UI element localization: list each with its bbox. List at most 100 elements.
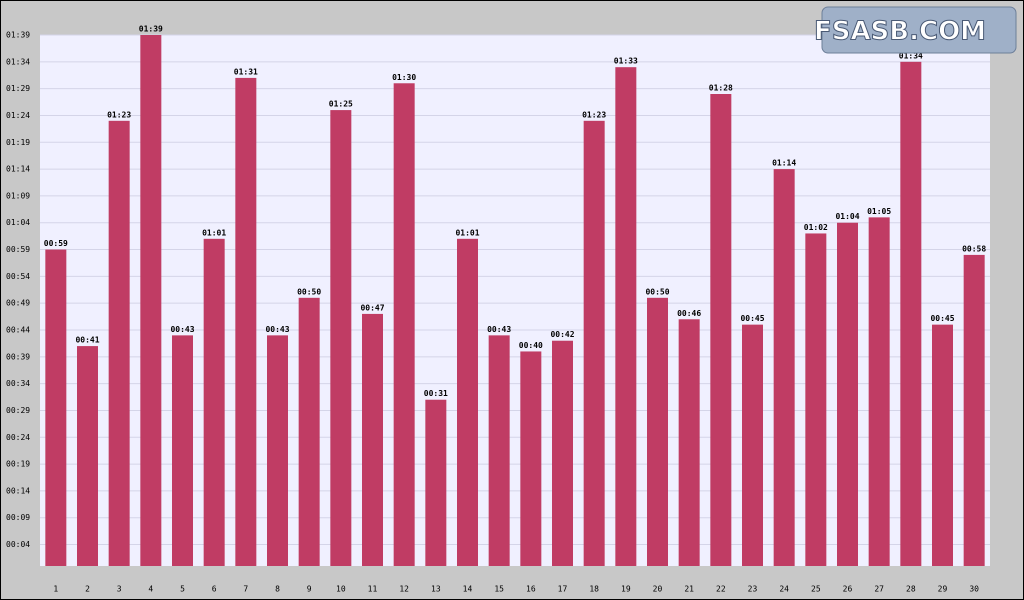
plot-area <box>40 35 990 566</box>
value-label: 00:43 <box>265 325 289 334</box>
bar <box>457 238 478 566</box>
bar <box>203 238 225 566</box>
x-tick-label: 14 <box>463 585 473 594</box>
x-tick-label: 5 <box>180 585 185 594</box>
y-tick-label: 00:59 <box>6 245 30 254</box>
value-label: 01:23 <box>107 110 131 119</box>
value-label: 00:47 <box>360 303 384 312</box>
y-tick-label: 01:14 <box>6 165 30 174</box>
value-label: 00:31 <box>424 389 448 398</box>
x-tick-label: 2 <box>85 585 90 594</box>
bar <box>742 324 763 566</box>
y-tick-label: 00:14 <box>6 486 30 495</box>
value-label: 01:05 <box>867 207 891 216</box>
x-tick-label: 3 <box>117 585 122 594</box>
logo: FSASB.COM <box>813 6 1017 54</box>
y-tick-label: 00:54 <box>6 272 30 281</box>
value-label: 01:33 <box>614 57 638 66</box>
x-tick-label: 4 <box>148 585 153 594</box>
y-tick-label: 01:39 <box>6 31 30 40</box>
x-tick-label: 6 <box>212 585 217 594</box>
value-label: 00:50 <box>297 287 321 296</box>
bar <box>425 399 447 566</box>
bar <box>267 335 288 566</box>
bar <box>552 340 573 566</box>
y-tick-label: 00:49 <box>6 299 30 308</box>
bar <box>393 83 415 566</box>
y-tick-label: 01:34 <box>6 57 30 66</box>
x-tick-label: 29 <box>938 585 948 594</box>
value-label: 01:01 <box>455 228 479 237</box>
value-label: 00:59 <box>44 239 68 248</box>
x-tick-label: 21 <box>684 585 694 594</box>
bar <box>520 351 542 566</box>
x-tick-label: 24 <box>779 585 789 594</box>
bar <box>298 297 320 566</box>
x-tick-label: 23 <box>748 585 758 594</box>
value-label: 00:43 <box>170 325 194 334</box>
bar <box>235 77 257 566</box>
value-label: 01:04 <box>835 212 859 221</box>
x-tick-label: 8 <box>275 585 280 594</box>
bar <box>678 319 700 566</box>
x-tick-label: 26 <box>843 585 853 594</box>
x-tick-label: 18 <box>589 585 599 594</box>
value-label: 01:28 <box>709 84 733 93</box>
x-tick-label: 27 <box>874 585 884 594</box>
bar <box>583 120 605 567</box>
value-label: 00:50 <box>645 287 669 296</box>
value-label: 01:34 <box>899 51 923 60</box>
bar <box>773 169 795 566</box>
x-tick-label: 19 <box>621 585 631 594</box>
value-label: 01:39 <box>139 25 163 34</box>
value-label: 00:41 <box>75 336 99 345</box>
bar <box>488 335 510 566</box>
y-tick-label: 01:29 <box>6 84 30 93</box>
bar <box>837 222 858 566</box>
y-tick-label: 00:19 <box>6 460 30 469</box>
bar <box>45 249 67 566</box>
y-tick-label: 00:44 <box>6 326 30 335</box>
x-tick-label: 9 <box>307 585 312 594</box>
y-tick-label: 01:09 <box>6 191 30 200</box>
value-label: 01:02 <box>804 223 828 232</box>
bar <box>77 346 98 566</box>
bar <box>932 324 953 566</box>
value-label: 01:30 <box>392 73 416 82</box>
logo-text: FSASB.COM <box>814 17 986 47</box>
x-tick-label: 7 <box>243 585 248 594</box>
value-label: 00:42 <box>550 330 574 339</box>
x-tick-label: 15 <box>494 585 504 594</box>
y-tick-label: 01:24 <box>6 111 30 120</box>
value-label: 00:58 <box>962 244 986 253</box>
bar <box>868 217 890 566</box>
y-tick-label: 01:04 <box>6 218 30 227</box>
bar <box>615 67 637 566</box>
x-tick-label: 1 <box>53 585 58 594</box>
bar <box>362 313 383 566</box>
value-label: 01:14 <box>772 159 796 168</box>
bar <box>140 35 162 566</box>
y-tick-label: 00:29 <box>6 406 30 415</box>
y-tick-label: 00:04 <box>6 540 30 549</box>
value-label: 00:46 <box>677 309 701 318</box>
y-tick-label: 00:09 <box>6 513 30 522</box>
x-tick-label: 22 <box>716 585 726 594</box>
x-tick-label: 25 <box>811 585 821 594</box>
y-tick-label: 00:34 <box>6 379 30 388</box>
value-label: 00:45 <box>930 314 954 323</box>
x-tick-label: 20 <box>653 585 663 594</box>
bar <box>330 110 352 566</box>
x-tick-label: 12 <box>399 585 409 594</box>
bar <box>647 297 668 566</box>
x-tick-label: 28 <box>906 585 916 594</box>
bar <box>710 94 732 566</box>
bar <box>108 120 130 567</box>
value-label: 00:45 <box>740 314 764 323</box>
x-tick-label: 10 <box>336 585 346 594</box>
x-tick-label: 30 <box>969 585 979 594</box>
value-label: 00:40 <box>519 341 543 350</box>
bar <box>805 233 827 567</box>
x-tick-label: 13 <box>431 585 441 594</box>
